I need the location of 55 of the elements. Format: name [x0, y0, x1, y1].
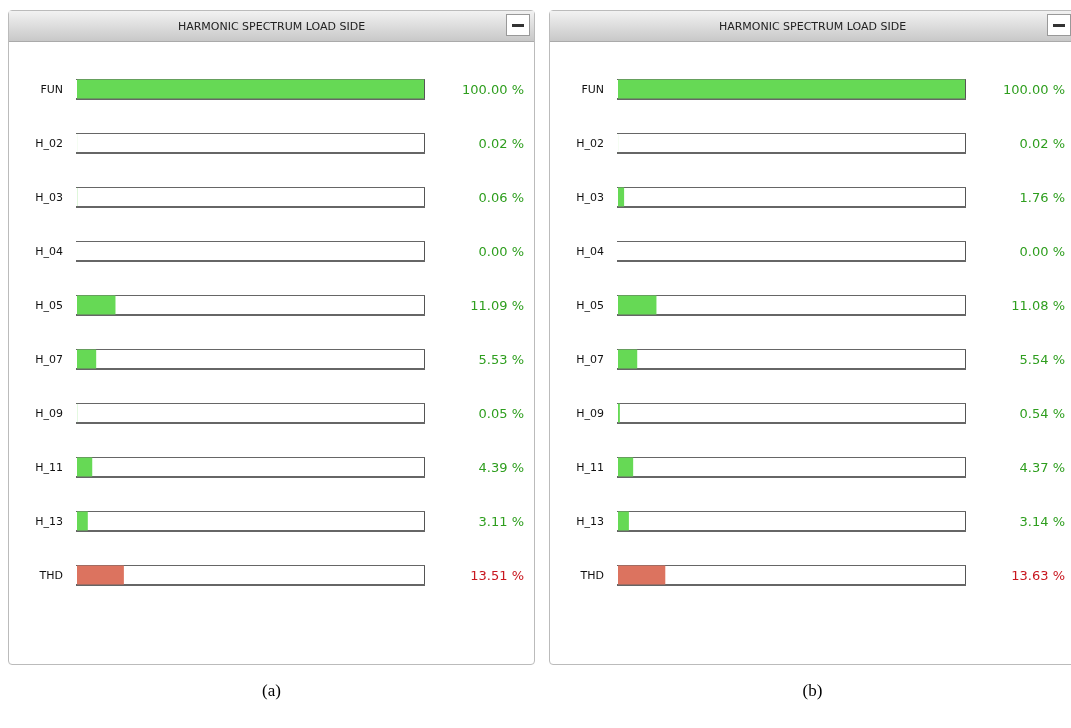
bar [77, 511, 88, 531]
y-tick-label: FUN [581, 82, 604, 96]
data-label: 100.00 % [462, 81, 524, 97]
y-tick-label: H_07 [576, 352, 604, 366]
data-label: 4.39 % [478, 459, 524, 475]
y-tick-label: H_13 [576, 514, 604, 528]
data-label: 100.00 % [1003, 81, 1065, 97]
bar [618, 511, 629, 531]
y-tick-label: H_04 [576, 244, 604, 258]
y-tick-label: H_04 [35, 244, 63, 258]
y-tick-label: H_03 [576, 190, 604, 204]
data-label: 11.09 % [470, 297, 524, 313]
chart-title: HARMONIC SPECTRUM LOAD SIDE [177, 19, 366, 33]
data-label: 0.02 % [478, 135, 524, 151]
data-label: 3.14 % [1019, 513, 1065, 529]
y-tick-label: FUN [40, 82, 63, 96]
data-label: 1.76 % [1019, 189, 1065, 205]
bar [618, 565, 666, 585]
y-tick-label: H_11 [35, 460, 63, 474]
bar [618, 349, 638, 369]
bar [618, 457, 634, 477]
y-tick-label: H_13 [35, 514, 63, 528]
y-tick-label: H_05 [576, 298, 604, 312]
y-tick-label: H_03 [35, 190, 63, 204]
data-label: 13.63 % [1011, 567, 1065, 583]
bar [77, 457, 93, 477]
y-tick-label: THD [38, 568, 63, 582]
data-label: 0.06 % [478, 189, 524, 205]
data-label: 5.54 % [1019, 351, 1065, 367]
bar [618, 187, 625, 207]
data-label: 13.51 % [470, 567, 524, 583]
data-label: 3.11 % [478, 513, 524, 529]
bar [77, 295, 116, 315]
data-label: 0.05 % [478, 405, 524, 421]
bar [618, 295, 657, 315]
bar [77, 349, 97, 369]
y-tick-label: H_07 [35, 352, 63, 366]
y-tick-label: H_11 [576, 460, 604, 474]
chart-title: HARMONIC SPECTRUM LOAD SIDE [718, 19, 907, 33]
data-label: 5.53 % [478, 351, 524, 367]
data-label: 0.54 % [1019, 405, 1065, 421]
data-label: 0.00 % [478, 243, 524, 259]
y-tick-label: THD [579, 568, 604, 582]
bar [77, 565, 124, 585]
y-tick-label: H_05 [35, 298, 63, 312]
data-label: 11.08 % [1011, 297, 1065, 313]
y-tick-label: H_02 [576, 136, 604, 150]
data-label: 0.00 % [1019, 243, 1065, 259]
y-tick-label: H_02 [35, 136, 63, 150]
y-tick-label: H_09 [35, 406, 63, 420]
y-tick-label: H_09 [576, 406, 604, 420]
text: (b) [801, 681, 824, 701]
text: (a) [261, 681, 282, 701]
data-label: 0.02 % [1019, 135, 1065, 151]
data-label: 4.37 % [1019, 459, 1065, 475]
